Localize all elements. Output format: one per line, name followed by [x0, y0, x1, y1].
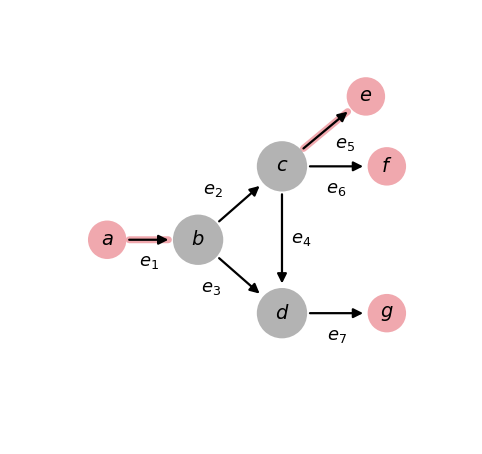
Text: $g$: $g$	[380, 304, 394, 323]
Text: $e$: $e$	[359, 88, 373, 105]
Circle shape	[347, 77, 385, 116]
Text: $e_{5}$: $e_{5}$	[335, 135, 355, 153]
Circle shape	[257, 141, 307, 192]
Text: $e_{3}$: $e_{3}$	[201, 279, 221, 297]
Text: $c$: $c$	[276, 158, 288, 175]
Text: $d$: $d$	[275, 304, 289, 323]
Circle shape	[257, 288, 307, 338]
Text: $e_{2}$: $e_{2}$	[203, 181, 223, 199]
Text: $e_{4}$: $e_{4}$	[291, 230, 311, 248]
Text: $f$: $f$	[381, 157, 392, 176]
Circle shape	[173, 215, 223, 265]
Circle shape	[368, 147, 406, 186]
Text: $e_{6}$: $e_{6}$	[326, 180, 347, 198]
Circle shape	[88, 221, 126, 259]
Text: $e_{1}$: $e_{1}$	[139, 253, 159, 271]
Text: $b$: $b$	[191, 230, 205, 249]
Circle shape	[368, 294, 406, 332]
Text: $e_{7}$: $e_{7}$	[326, 327, 347, 345]
Text: $a$: $a$	[101, 231, 114, 249]
